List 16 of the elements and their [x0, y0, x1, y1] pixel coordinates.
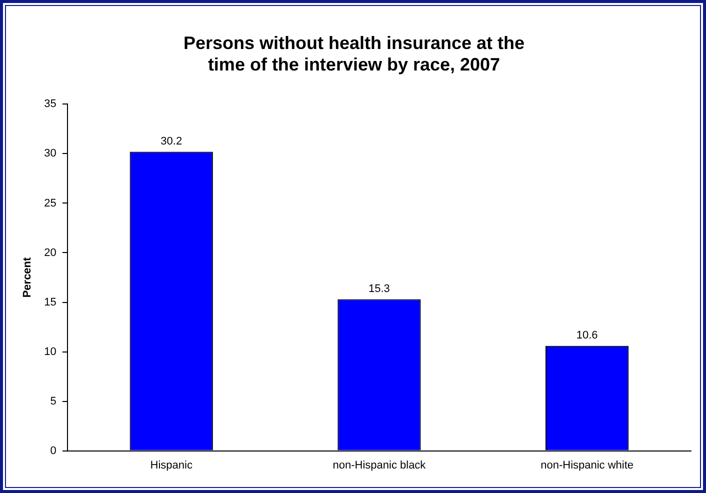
x-tick-label: Hispanic	[150, 459, 193, 472]
data-label: 10.6	[576, 329, 598, 342]
y-tick-label: 5	[50, 395, 56, 408]
chart-title: Persons without health insurance at the time of the interview by race, 2007	[183, 32, 525, 74]
x-tick-label: non-Hispanic black	[332, 459, 426, 472]
y-axis-title: Percent	[22, 256, 34, 298]
x-tick-label: non-Hispanic white	[540, 459, 634, 472]
y-tick-label: 35	[44, 98, 56, 110]
y-tick-label: 0	[50, 444, 56, 457]
data-label: 15.3	[368, 282, 390, 295]
data-label: 30.2	[160, 135, 182, 148]
y-tick-label: 20	[44, 246, 56, 259]
y-tick-label: 25	[44, 197, 56, 210]
y-tick-label: 15	[44, 296, 56, 308]
y-tick-label: 30	[44, 148, 56, 160]
y-tick-label: 10	[44, 346, 56, 358]
